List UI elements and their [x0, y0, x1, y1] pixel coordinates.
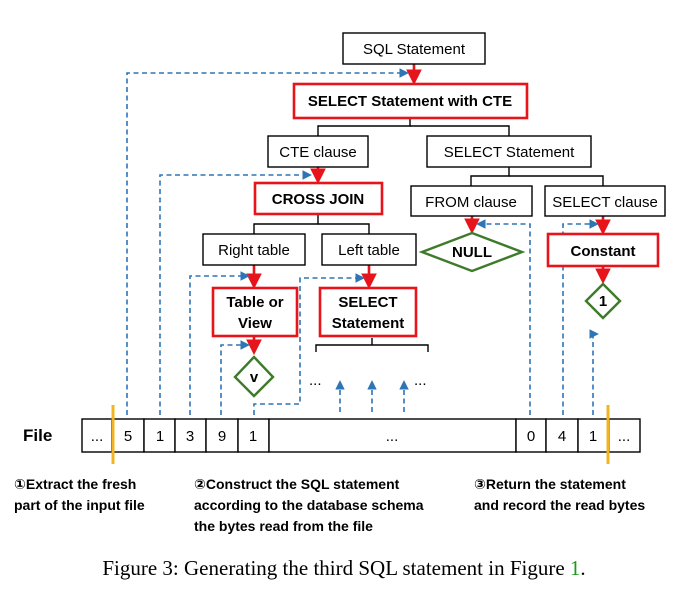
svg-text:Constant: Constant: [571, 243, 636, 260]
step2-line3: the bytes read from the file: [194, 518, 373, 534]
svg-text:SELECT clause: SELECT clause: [552, 194, 658, 211]
node-cross-join: CROSS JOIN: [253, 181, 384, 216]
svg-text:SELECT Statement: SELECT Statement: [444, 144, 575, 161]
file-cell-text: 3: [186, 428, 194, 445]
blue-dashed-paths: [126, 68, 599, 415]
file-cell-text: 1: [249, 428, 257, 445]
node-sql-statement: SQL Statement: [342, 32, 486, 65]
step1-line2: part of the input file: [14, 497, 145, 513]
file-cell: [111, 418, 145, 453]
svg-text:CTE clause: CTE clause: [279, 144, 357, 161]
node-table-or-view: Table or View: [211, 286, 299, 338]
file-cell-text: 0: [527, 428, 535, 445]
node-select-clause: SELECT clause: [544, 185, 666, 217]
file-bar: ... 5 1 3 9 1 ... 0 4 1 ...: [81, 418, 641, 453]
step2-line2: according to the database schema: [194, 497, 424, 513]
file-cell: [545, 418, 579, 453]
tree-connectors: [253, 119, 604, 352]
node-cte-clause: CTE clause: [267, 135, 369, 168]
node-one-diamond: 1: [584, 282, 622, 320]
svg-text:v: v: [250, 369, 259, 386]
file-cell-text: ...: [386, 428, 399, 445]
step1-line1: ①Extract the fresh: [14, 476, 136, 492]
file-cell-text: ...: [618, 428, 631, 445]
svg-text:FROM clause: FROM clause: [425, 194, 517, 211]
file-cell-text: 1: [589, 428, 597, 445]
file-cell-text: 1: [156, 428, 164, 445]
red-flow-arrows: [246, 64, 611, 356]
svg-text:Statement: Statement: [332, 315, 405, 332]
svg-text:CROSS JOIN: CROSS JOIN: [272, 191, 365, 208]
file-cell-text: 9: [218, 428, 226, 445]
ellipsis-left: ...: [309, 372, 322, 389]
svg-text:View: View: [238, 315, 272, 332]
node-select-with-cte: SELECT Statement with CTE: [292, 82, 529, 120]
node-constant: Constant: [546, 232, 660, 268]
file-cell: [268, 418, 517, 453]
file-cell: [81, 418, 113, 453]
file-label: File: [23, 426, 52, 445]
node-select-statement: SELECT Statement: [426, 135, 592, 168]
figure-caption: Figure 3: Generating the third SQL state…: [102, 556, 585, 580]
step3-line2: and record the read bytes: [474, 497, 645, 513]
file-cell-text: 4: [558, 428, 566, 445]
step3-line1: ③Return the statement: [474, 476, 626, 492]
step-notes: ①Extract the fresh part of the input fil…: [14, 476, 645, 534]
file-cell: [577, 418, 610, 453]
svg-text:Left table: Left table: [338, 242, 400, 259]
file-cell: [143, 418, 176, 453]
ellipsis-right: ...: [414, 372, 427, 389]
step2-line1: ②Construct the SQL statement: [194, 476, 400, 492]
node-null-diamond: NULL: [418, 231, 526, 273]
figure-ref-link[interactable]: 1: [570, 556, 581, 580]
svg-text:1: 1: [599, 293, 607, 310]
svg-text:SELECT: SELECT: [338, 294, 397, 311]
node-left-table: Left table: [321, 233, 417, 266]
file-cell-text: ...: [91, 428, 104, 445]
svg-text:Table or: Table or: [226, 294, 283, 311]
node-right-table: Right table: [202, 233, 306, 266]
node-select-statement-sub: SELECT Statement: [318, 286, 418, 338]
svg-text:Right table: Right table: [218, 242, 290, 259]
file-cell: [608, 418, 641, 453]
svg-text:SQL Statement: SQL Statement: [363, 41, 466, 58]
node-from-clause: FROM clause: [410, 185, 533, 217]
file-cell: [515, 418, 547, 453]
svg-text:NULL: NULL: [452, 244, 492, 261]
file-cell-text: 5: [124, 428, 132, 445]
svg-text:SELECT Statement with CTE: SELECT Statement with CTE: [308, 93, 512, 110]
node-v-diamond: v: [233, 355, 275, 398]
